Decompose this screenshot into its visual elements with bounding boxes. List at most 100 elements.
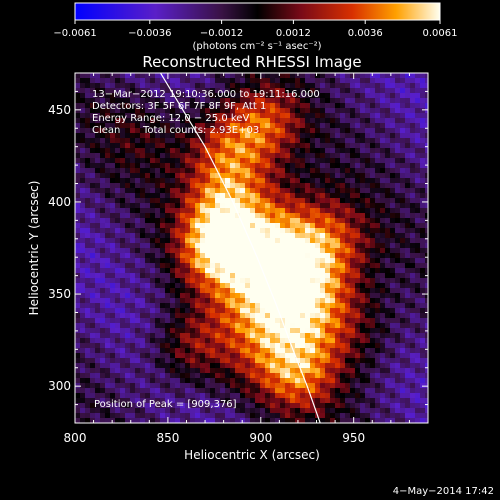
heatmap-cell <box>315 93 321 99</box>
heatmap-cell <box>305 363 311 369</box>
heatmap-cell <box>245 398 251 404</box>
heatmap-cell <box>230 288 236 294</box>
heatmap-cell <box>130 328 136 334</box>
heatmap-cell <box>175 353 181 359</box>
heatmap-cell <box>345 158 351 164</box>
heatmap-cell <box>240 153 246 159</box>
heatmap-cell <box>355 238 361 244</box>
heatmap-cell <box>405 223 411 229</box>
heatmap-cell <box>85 278 91 284</box>
heatmap-cell <box>190 348 196 354</box>
heatmap-cell <box>165 323 171 329</box>
heatmap-cell <box>205 313 211 319</box>
heatmap-cell <box>135 78 141 84</box>
heatmap-cell <box>240 213 246 219</box>
heatmap-cell <box>115 253 121 259</box>
heatmap-cell <box>155 363 161 369</box>
heatmap-cell <box>365 268 371 274</box>
heatmap-cell <box>380 413 386 419</box>
heatmap-cell <box>260 148 266 154</box>
heatmap-cell <box>130 113 136 119</box>
heatmap-cell <box>185 368 191 374</box>
heatmap-cell <box>410 368 416 374</box>
heatmap-cell <box>365 413 371 419</box>
heatmap-cell <box>180 88 186 94</box>
heatmap-cell <box>280 288 286 294</box>
heatmap-cell <box>325 323 331 329</box>
heatmap-cell <box>425 338 428 344</box>
heatmap-cell <box>340 358 346 364</box>
heatmap-cell <box>420 383 426 389</box>
heatmap-cell <box>250 138 256 144</box>
heatmap-cell <box>215 313 221 319</box>
heatmap-cell <box>390 238 396 244</box>
heatmap-cell <box>310 108 316 114</box>
heatmap-cell <box>175 78 181 84</box>
heatmap-cell <box>230 113 236 119</box>
heatmap-cell <box>95 288 101 294</box>
heatmap-cell <box>215 93 221 99</box>
heatmap-cell <box>310 268 316 274</box>
heatmap-cell <box>275 238 281 244</box>
heatmap-cell <box>130 393 136 399</box>
heatmap-cell <box>265 118 271 124</box>
heatmap-cell <box>255 393 261 399</box>
heatmap-cell <box>125 243 131 249</box>
heatmap-cell <box>160 398 166 404</box>
heatmap-cell <box>325 148 331 154</box>
heatmap-cell <box>305 178 311 184</box>
heatmap-cell <box>395 168 401 174</box>
heatmap-cell <box>220 383 226 389</box>
heatmap-cell <box>305 138 311 144</box>
heatmap-cell <box>145 88 151 94</box>
heatmap-cell <box>270 343 276 349</box>
heatmap-cell <box>405 418 411 423</box>
heatmap-cell <box>150 143 156 149</box>
heatmap-cell <box>180 118 186 124</box>
heatmap-cell <box>220 243 226 249</box>
heatmap-cell <box>170 93 176 99</box>
heatmap-cell <box>140 288 146 294</box>
heatmap-cell <box>100 358 106 364</box>
heatmap-cell <box>210 303 216 309</box>
heatmap-cell <box>210 193 216 199</box>
heatmap-cell <box>160 263 166 269</box>
heatmap-cell <box>385 78 391 84</box>
heatmap-cell <box>105 368 111 374</box>
heatmap-cell <box>230 268 236 274</box>
heatmap-cell <box>155 83 161 89</box>
heatmap-cell <box>375 358 381 364</box>
heatmap-cell <box>290 148 296 154</box>
heatmap-cell <box>330 248 336 254</box>
heatmap-cell <box>405 118 411 124</box>
heatmap-cell <box>105 218 111 224</box>
heatmap-cell <box>350 143 356 149</box>
heatmap-cell <box>190 398 196 404</box>
heatmap-cell <box>360 93 366 99</box>
heatmap-cell <box>345 343 351 349</box>
heatmap-cell <box>150 303 156 309</box>
heatmap-cell <box>390 283 396 289</box>
heatmap-cell <box>370 348 376 354</box>
heatmap-cell <box>345 223 351 229</box>
heatmap-cell <box>360 148 366 154</box>
heatmap-cell <box>100 338 106 344</box>
heatmap-cell <box>240 293 246 299</box>
heatmap-cell <box>310 83 316 89</box>
heatmap-cell <box>210 373 216 379</box>
heatmap-cell <box>135 103 141 109</box>
heatmap-cell <box>90 413 96 419</box>
heatmap-cell <box>230 368 236 374</box>
heatmap-cell <box>110 268 116 274</box>
heatmap-cell <box>305 418 311 423</box>
heatmap-cell <box>80 398 86 404</box>
heatmap-cell <box>105 158 111 164</box>
heatmap-cell <box>140 278 146 284</box>
heatmap-cell <box>125 303 131 309</box>
heatmap-cell <box>175 103 181 109</box>
heatmap-cell <box>155 278 161 284</box>
heatmap-cell <box>105 103 111 109</box>
heatmap-cell <box>280 398 286 404</box>
heatmap-cell <box>280 258 286 264</box>
heatmap-cell <box>210 113 216 119</box>
